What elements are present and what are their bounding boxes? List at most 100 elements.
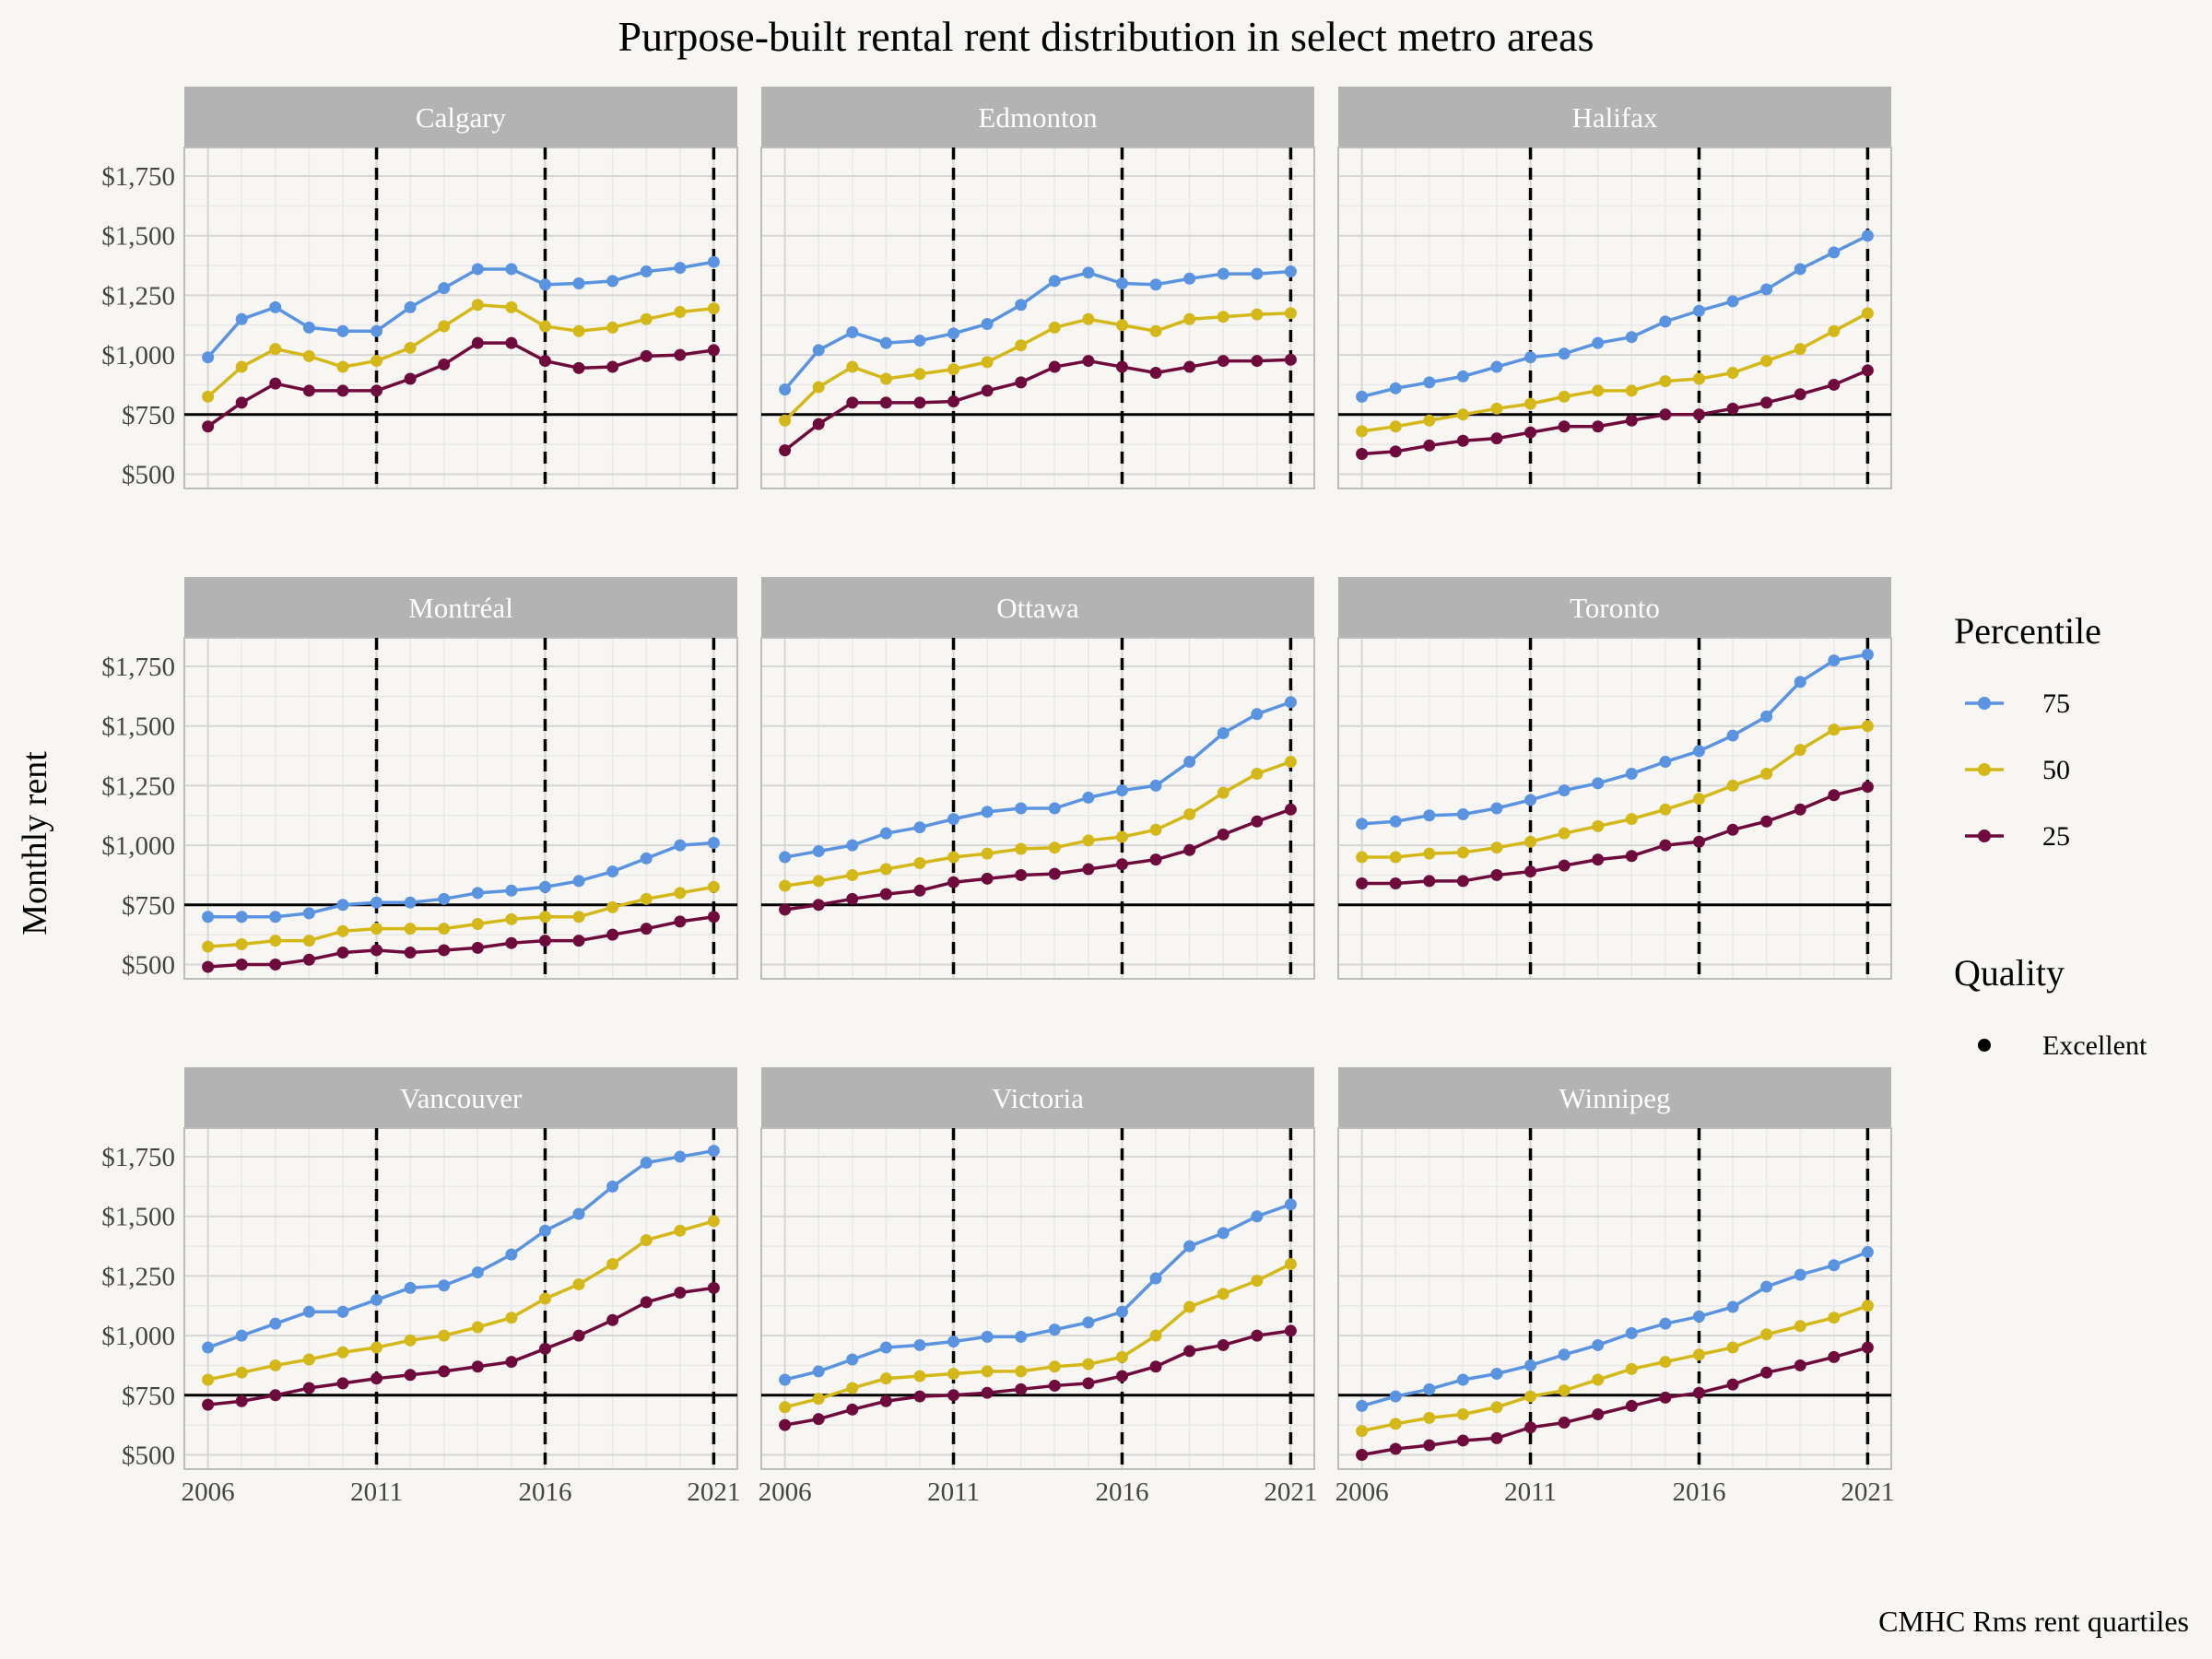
data-point-2018 <box>1760 355 1773 368</box>
data-point-2008 <box>269 1317 282 1330</box>
data-point-2007 <box>1389 1390 1402 1403</box>
panel-border <box>1337 147 1892 489</box>
data-point-2014 <box>1625 850 1638 863</box>
data-point-2017 <box>572 361 585 374</box>
data-point-2015 <box>1082 266 1095 279</box>
data-point-2007 <box>235 937 248 950</box>
data-point-2016 <box>1115 360 1128 373</box>
data-point-2021 <box>1861 648 1874 661</box>
data-point-2007 <box>812 1365 825 1378</box>
data-point-2016 <box>1115 1350 1128 1363</box>
data-point-2006 <box>1356 447 1369 460</box>
data-point-2021 <box>1861 1341 1874 1354</box>
data-point-2019 <box>1217 786 1230 799</box>
data-point-2012 <box>404 1369 417 1382</box>
y-tick-label: $1,000 <box>101 341 175 371</box>
facet-panels: Calgary $500 $750 $1,000 $1,250 $1,500 $1,750 E… <box>101 87 1894 1507</box>
data-point-2014 <box>471 887 484 900</box>
series-line-p75 <box>1361 1250 1869 1408</box>
panel-border <box>1337 1127 1892 1470</box>
data-point-2010 <box>336 1346 349 1359</box>
data-point-2009 <box>1456 434 1469 447</box>
data-point-2019 <box>640 1157 653 1170</box>
facet-label-montreal: Montréal <box>408 592 513 624</box>
data-point-2010 <box>336 1305 349 1318</box>
x-tick-label: 2011 <box>350 1477 403 1507</box>
data-point-2010 <box>336 324 349 337</box>
data-point-2015 <box>1659 315 1672 328</box>
data-point-2019 <box>640 1296 653 1309</box>
data-point-2010 <box>913 821 926 834</box>
data-point-2015 <box>505 936 518 949</box>
y-tick-label: $750 <box>122 891 175 921</box>
data-point-2015 <box>505 263 518 276</box>
data-point-2020 <box>674 839 687 852</box>
data-point-2010 <box>1490 1401 1503 1414</box>
data-point-2009 <box>879 336 892 349</box>
data-point-2017 <box>1726 729 1739 742</box>
data-point-2006 <box>202 960 215 973</box>
data-point-2019 <box>1794 1268 1806 1281</box>
data-point-2006 <box>779 851 792 864</box>
data-point-2006 <box>202 940 215 953</box>
data-point-2011 <box>947 363 960 376</box>
data-point-2010 <box>336 360 349 373</box>
data-point-2017 <box>572 1329 585 1342</box>
data-point-2014 <box>471 299 484 312</box>
data-point-2013 <box>438 944 451 957</box>
data-point-2015 <box>1082 1358 1095 1371</box>
data-point-2020 <box>1251 355 1264 368</box>
series-p25-vancouver <box>202 1281 720 1411</box>
y-tick-label: $1,000 <box>101 1322 175 1351</box>
data-point-2016 <box>538 880 551 893</box>
data-point-2014 <box>1048 841 1061 854</box>
data-point-2006 <box>779 879 792 892</box>
data-point-2013 <box>438 923 451 935</box>
series-p75-halifax <box>1356 229 1874 403</box>
panel-halifax: Halifax <box>1337 87 1892 489</box>
data-point-2006 <box>1356 1448 1369 1461</box>
data-point-2021 <box>1284 803 1297 816</box>
data-point-2020 <box>1828 654 1841 667</box>
data-point-2020 <box>1251 1329 1264 1342</box>
data-point-2020 <box>674 915 687 928</box>
series-p75-winnipeg <box>1356 1246 1874 1412</box>
data-point-2012 <box>981 847 994 860</box>
series-line-p75 <box>784 1203 1291 1382</box>
x-tick-label: 2006 <box>759 1477 812 1507</box>
data-point-2017 <box>1726 367 1739 380</box>
data-point-2006 <box>202 1341 215 1354</box>
data-point-2018 <box>606 865 619 878</box>
data-point-2017 <box>1149 278 1162 291</box>
data-point-2018 <box>1760 283 1773 296</box>
panel-edmonton: Edmonton <box>760 87 1315 489</box>
data-point-2006 <box>1356 390 1369 403</box>
series-p25-ottawa <box>779 803 1297 916</box>
data-point-2017 <box>1149 853 1162 866</box>
chart-caption: CMHC Rms rent quartiles <box>1878 1605 2189 1638</box>
data-point-2010 <box>1490 1431 1503 1444</box>
data-point-2006 <box>1356 851 1369 864</box>
data-point-2013 <box>1015 299 1028 312</box>
data-point-2014 <box>1048 321 1061 334</box>
series-line-p75 <box>207 841 714 919</box>
data-point-2019 <box>1217 726 1230 739</box>
data-point-2020 <box>674 1150 687 1163</box>
series-line-p75 <box>1361 234 1869 399</box>
data-point-2016 <box>1692 1386 1705 1399</box>
data-point-2018 <box>1183 360 1196 373</box>
x-tick-label: 2011 <box>927 1477 980 1507</box>
series-p50-victoria <box>779 1257 1297 1414</box>
facet-label-calgary: Calgary <box>416 101 507 134</box>
data-point-2021 <box>707 837 720 850</box>
data-point-2009 <box>302 349 315 362</box>
data-point-2019 <box>1217 355 1230 368</box>
data-point-2020 <box>1828 324 1841 337</box>
data-point-2010 <box>913 1390 926 1403</box>
data-point-2013 <box>438 358 451 371</box>
data-point-2010 <box>913 857 926 870</box>
data-point-2012 <box>1558 420 1571 433</box>
data-point-2009 <box>1456 846 1469 859</box>
data-point-2016 <box>1115 1370 1128 1382</box>
legend-entry-25: 25 <box>1965 821 2070 852</box>
